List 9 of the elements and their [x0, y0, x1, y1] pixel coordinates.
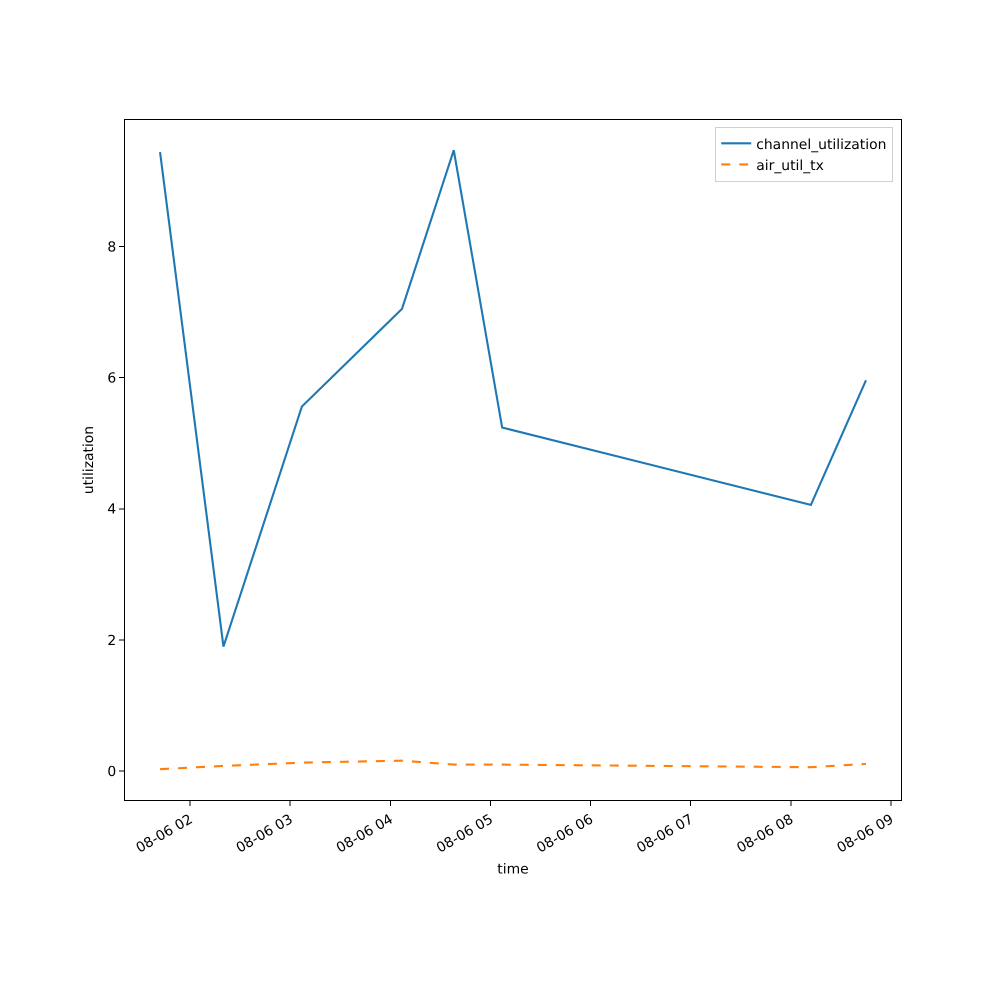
legend-label: channel_utilization — [756, 136, 886, 153]
y-tick-label: 4 — [107, 502, 116, 518]
y-tick-label: 0 — [107, 764, 116, 780]
y-tick-label: 8 — [107, 239, 116, 256]
x-axis-title: time — [497, 862, 529, 878]
y-tick-label: 6 — [107, 370, 116, 387]
y-axis-title: utilization — [80, 426, 97, 494]
y-tick-label: 2 — [107, 632, 116, 649]
legend-label: air_util_tx — [756, 158, 824, 174]
